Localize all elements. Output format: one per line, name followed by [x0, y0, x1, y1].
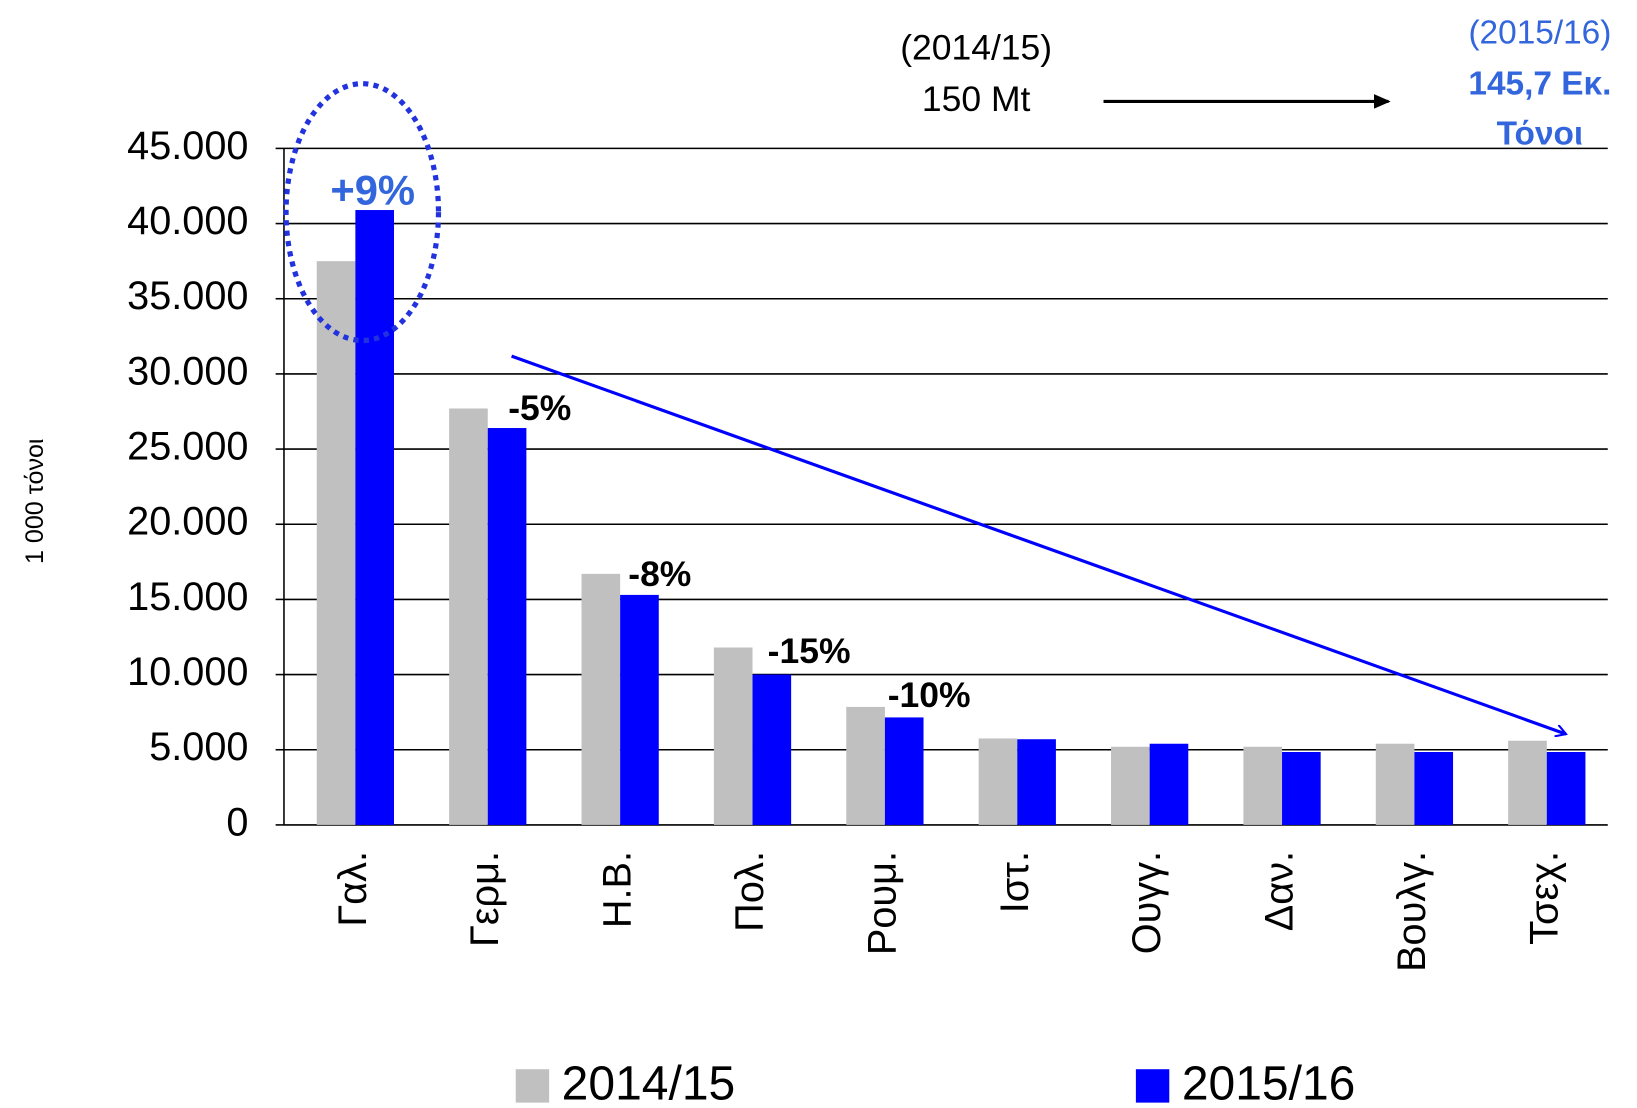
bar — [1017, 739, 1056, 825]
y-tick-label: 0 — [226, 800, 248, 844]
annotation: -8% — [628, 554, 691, 594]
y-tick-label: 35.000 — [127, 274, 248, 318]
annotation: -15% — [768, 631, 851, 671]
bar — [487, 428, 527, 825]
y-tick-label: 5.000 — [149, 725, 248, 769]
bar — [1243, 746, 1283, 825]
x-tick-label: Βουλγ. — [1390, 851, 1434, 972]
annotation: +9% — [330, 166, 415, 213]
x-tick-label: Δαν. — [1258, 851, 1302, 931]
x-tick-label: Η.Β. — [596, 851, 640, 928]
bar — [978, 738, 1018, 825]
bar — [355, 210, 395, 825]
bar — [713, 647, 753, 825]
y-tick-label: 30.000 — [127, 349, 248, 393]
y-tick-label: 45.000 — [127, 124, 248, 168]
bar — [1375, 743, 1415, 825]
annotation: -5% — [508, 388, 571, 428]
total-label: (2015/16) — [1468, 14, 1611, 51]
bar — [316, 261, 356, 825]
x-tick-label: Γερμ. — [463, 851, 507, 947]
total-label: (2014/15) — [900, 28, 1052, 68]
bar — [1282, 752, 1321, 825]
total-label: 145,7 Εκ. — [1468, 66, 1611, 103]
y-tick-label: 20.000 — [127, 500, 248, 544]
bar — [620, 594, 659, 825]
x-tick-label: Ρουμ. — [860, 851, 904, 955]
y-tick-label: 25.000 — [127, 425, 248, 469]
y-axis-label: 1 000 τόνοι — [21, 439, 49, 564]
bar — [846, 706, 885, 825]
y-tick-label: 40.000 — [127, 199, 248, 243]
total-label: 150 Mt — [922, 79, 1031, 119]
x-tick-label: Ιστ. — [993, 851, 1037, 913]
x-tick-label: Πολ. — [728, 851, 772, 932]
bar — [449, 408, 488, 825]
y-tick-label: 15.000 — [127, 575, 248, 619]
highlight-ellipse — [283, 81, 442, 344]
bar — [581, 573, 621, 825]
y-tick-label: 10.000 — [127, 650, 248, 694]
annotation: -10% — [888, 675, 971, 715]
trend-arrow — [511, 354, 1566, 734]
bar — [1546, 752, 1586, 825]
x-tick-label: Γαλ. — [331, 851, 375, 927]
x-tick-label: Ουγγ. — [1125, 851, 1169, 954]
bar — [884, 717, 924, 825]
legend-swatch — [515, 1069, 550, 1103]
bar — [1149, 743, 1189, 825]
legend-swatch — [1135, 1069, 1170, 1103]
legend-label: 2015/16 — [1182, 1058, 1356, 1108]
bar — [1111, 746, 1150, 825]
bar — [1414, 752, 1454, 825]
total-label: Τόνοι — [1497, 116, 1584, 153]
bar — [1508, 740, 1547, 825]
bar — [752, 674, 792, 825]
legend-label: 2014/15 — [562, 1058, 736, 1108]
x-tick-label: Τσεχ. — [1522, 851, 1566, 945]
